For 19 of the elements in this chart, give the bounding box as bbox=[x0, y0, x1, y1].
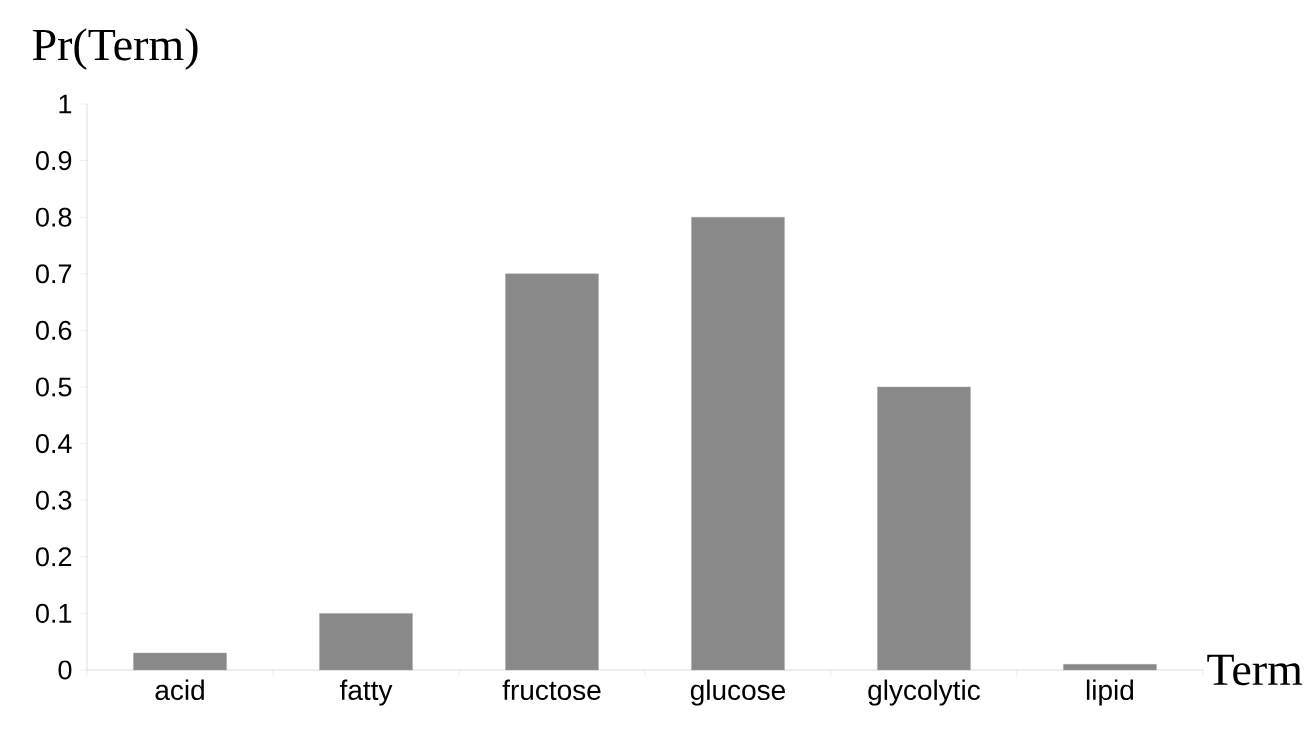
x-tick-label: fructose bbox=[502, 679, 601, 701]
y-axis-title: Pr(Term) bbox=[32, 28, 198, 70]
y-tick-label: 0.3 bbox=[36, 490, 72, 510]
x-tick-label: fatty bbox=[339, 679, 393, 706]
x-tick-label: glycolytic bbox=[868, 679, 980, 706]
y-tick-label: 0.2 bbox=[36, 547, 72, 567]
y-tick-label: 1 bbox=[59, 94, 72, 114]
y-tick-label: 0.6 bbox=[36, 320, 72, 340]
y-tick-label: 0.9 bbox=[36, 151, 72, 171]
x-axis-title: Term bbox=[1207, 654, 1303, 686]
y-tick-label: 0.7 bbox=[36, 264, 72, 284]
x-tick-label: glucose bbox=[690, 679, 785, 706]
x-tick-label: acid bbox=[155, 679, 204, 701]
y-tick-label: 0.1 bbox=[36, 603, 72, 623]
y-tick-label: 0.4 bbox=[36, 434, 72, 454]
y-tick-label: 0.8 bbox=[36, 207, 72, 227]
y-tick-label: 0 bbox=[58, 660, 72, 680]
x-tick-label: lipid bbox=[1086, 679, 1134, 706]
y-tick-label: 0.5 bbox=[36, 377, 72, 397]
